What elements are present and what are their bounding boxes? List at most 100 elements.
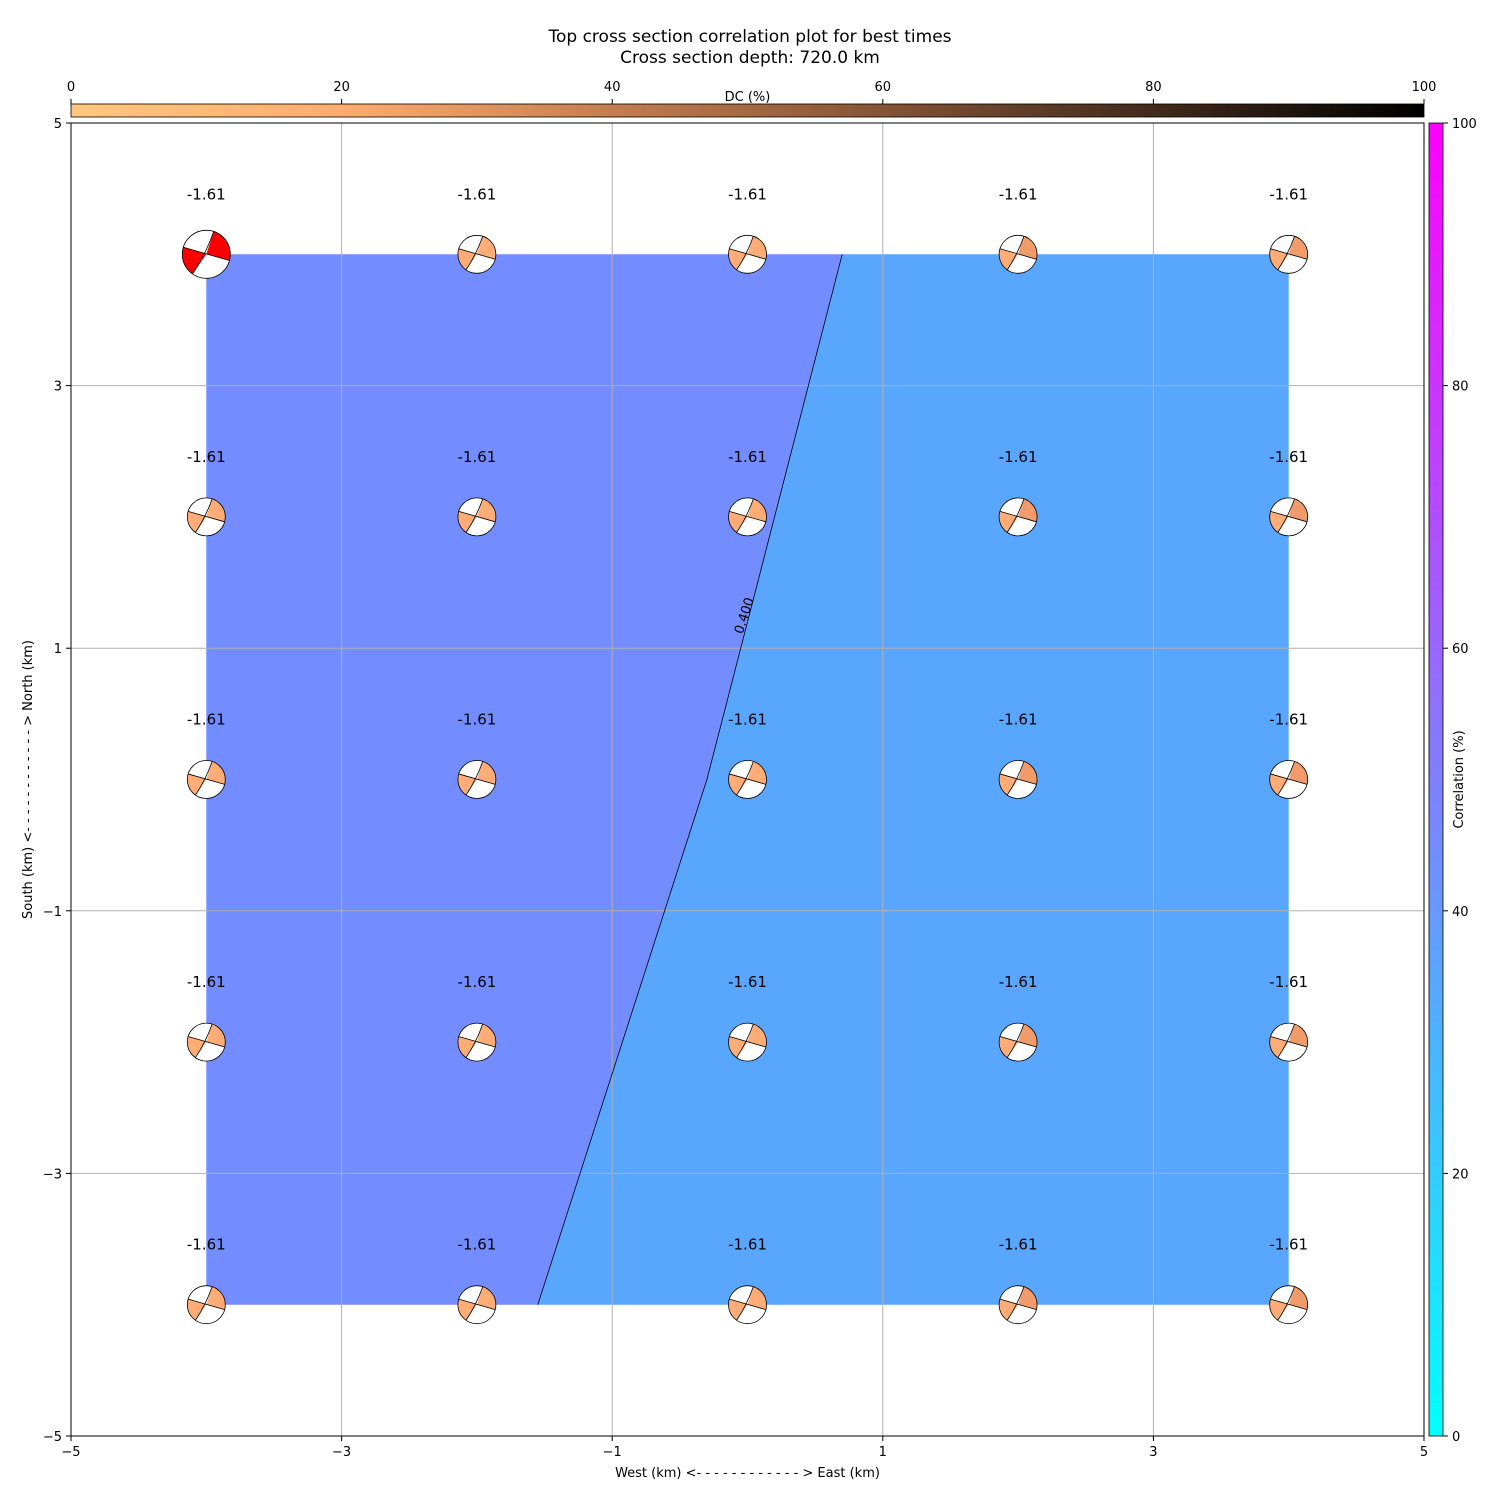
x-tick-label: 3 — [1149, 1445, 1157, 1460]
beachball-lobe-west — [728, 248, 748, 270]
beachball-lobe-west — [728, 511, 748, 533]
beachball — [1269, 760, 1309, 799]
beachball — [728, 760, 767, 799]
beachball-lobe-west — [999, 511, 1019, 533]
beachball — [728, 1285, 767, 1325]
point-value-label: -1.61 — [1269, 1236, 1308, 1254]
beachball-nodal-line — [729, 510, 766, 523]
beachball-nodal-line — [188, 1036, 225, 1048]
beachball-lobe-west — [187, 773, 207, 796]
beachball-outline — [457, 760, 497, 799]
beachball-lobe-west — [187, 1036, 207, 1058]
point-value-label: -1.61 — [187, 973, 226, 991]
beachball-nodal-line — [1270, 1036, 1308, 1048]
beachball-nodal-line — [1277, 236, 1295, 271]
beachball-nodal-line — [1277, 1286, 1295, 1321]
beachball-outline — [1269, 234, 1309, 274]
point-value-label: -1.61 — [999, 448, 1038, 466]
correlation-colorbar: 0 20 40 60 80 100 Correlation (%) — [1428, 117, 1477, 1445]
y-tick-label: 3 — [54, 380, 62, 395]
point-value-label: -1.61 — [457, 1236, 496, 1254]
beachball-nodal-line — [1006, 498, 1025, 533]
beachball-nodal-line — [1270, 510, 1308, 523]
beachball-nodal-line — [999, 248, 1037, 260]
beachball-outline — [1269, 760, 1309, 799]
beachball-lobe-west — [999, 773, 1019, 796]
x-axis-label: West (km) <- - - - - - - - - - - - > Eas… — [615, 1466, 880, 1481]
beachball-lobe-west — [187, 1299, 207, 1321]
point-value-label: -1.61 — [1269, 448, 1308, 466]
beachball-nodal-line — [188, 773, 225, 785]
beachball-nodal-line — [465, 1023, 484, 1058]
beachball-outline — [998, 497, 1038, 537]
beachball-nodal-line — [195, 498, 213, 533]
beachball — [457, 1022, 497, 1062]
beachball-lobe-west — [1269, 511, 1289, 533]
beachball-nodal-line — [465, 1286, 484, 1321]
beachball-nodal-line — [465, 761, 484, 796]
corr-tick-label: 40 — [1452, 905, 1469, 920]
beachball-lobe-west — [182, 247, 207, 274]
beachball-lobe-west — [728, 773, 748, 796]
beachball-nodal-line — [1277, 761, 1295, 796]
beachball-outline — [186, 1285, 226, 1325]
beachball-nodal-line — [729, 248, 766, 260]
point-value-label: -1.61 — [187, 711, 226, 729]
beachball-outline — [998, 760, 1038, 799]
beachball-nodal-line — [999, 773, 1037, 785]
x-tick-label: −1 — [603, 1445, 622, 1460]
correlation-region-high — [537, 254, 1289, 1305]
beachball-outline — [181, 229, 231, 279]
beachball-outline — [186, 1022, 226, 1062]
beachball-nodal-line — [736, 1023, 754, 1058]
beachball — [998, 497, 1038, 537]
beachball-lobe-west — [457, 511, 477, 533]
beachball-nodal-line — [458, 1298, 496, 1311]
beachball-nodal-line — [999, 1036, 1037, 1048]
point-value-label: -1.61 — [728, 1236, 767, 1254]
dc-tick-label: 20 — [333, 80, 350, 95]
x-tick-label: 5 — [1420, 1445, 1428, 1460]
beachball-nodal-line — [465, 236, 484, 271]
point-value-label: -1.61 — [999, 711, 1038, 729]
y-tick-label: 1 — [54, 642, 62, 657]
beachball-nodal-line — [188, 1298, 225, 1311]
y-tick-label: 5 — [54, 117, 62, 132]
beachball-nodal-line — [736, 761, 754, 796]
beachball-nodal-line — [1277, 1023, 1295, 1058]
point-value-label: -1.61 — [728, 973, 767, 991]
beachball — [457, 497, 497, 537]
beachball-nodal-line — [458, 248, 496, 260]
point-value-label: -1.61 — [999, 185, 1038, 203]
beachball-nodal-line — [729, 773, 766, 785]
beachball — [457, 760, 497, 799]
corr-tick-label: 0 — [1452, 1430, 1460, 1445]
corr-colorbar-bar — [1428, 122, 1444, 1437]
beachball-nodal-line — [195, 761, 213, 796]
x-tick-label: −5 — [61, 1445, 80, 1460]
beachball-outline — [728, 234, 767, 274]
beachball — [457, 1285, 497, 1325]
beachball — [186, 760, 226, 799]
chart-subtitle: Cross section depth: 720.0 km — [620, 48, 880, 68]
corr-tick-label: 60 — [1452, 642, 1469, 657]
beachball-nodal-line — [736, 1286, 754, 1321]
beachball-nodal-line — [999, 1298, 1037, 1311]
beachball-lobe-west — [728, 1299, 748, 1321]
corr-tick-label: 20 — [1452, 1167, 1469, 1182]
beachball-nodal-line — [1270, 1298, 1308, 1311]
beachball-nodal-line — [736, 498, 754, 533]
beachball-nodal-line — [1006, 1286, 1025, 1321]
point-value-label: -1.61 — [187, 185, 226, 203]
beachball-nodal-line — [1270, 248, 1308, 260]
beachball-nodal-line — [1270, 773, 1308, 785]
beachball-lobe-west — [999, 248, 1019, 270]
beachball-outline — [457, 497, 497, 537]
corr-tick-label: 100 — [1452, 117, 1477, 132]
dc-tick-label: 80 — [1145, 80, 1162, 95]
beachball — [1269, 497, 1309, 537]
beachball-outline — [186, 497, 226, 537]
correlation-fill-layer — [206, 254, 1289, 1305]
beachball — [186, 1285, 226, 1325]
